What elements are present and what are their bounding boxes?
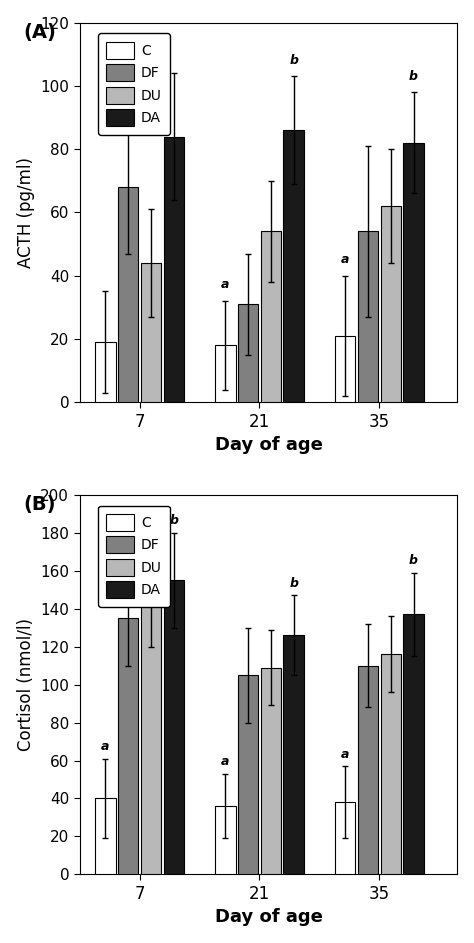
Text: a: a [341, 253, 349, 266]
Bar [358, 666, 378, 874]
Bar [164, 137, 184, 402]
Bar [118, 619, 138, 874]
Legend: C, DF, DU, DA: C, DF, DU, DA [98, 505, 170, 606]
Text: b: b [289, 54, 298, 67]
Bar [403, 142, 424, 402]
Y-axis label: Cortisol (nmol/l): Cortisol (nmol/l) [17, 618, 35, 752]
Bar [141, 263, 161, 402]
Text: b: b [409, 70, 418, 83]
Text: a: a [341, 748, 349, 760]
Bar [118, 187, 138, 402]
Bar [95, 799, 116, 874]
Text: (A): (A) [23, 23, 56, 41]
X-axis label: Day of age: Day of age [215, 437, 322, 455]
Bar [335, 336, 356, 402]
X-axis label: Day of age: Day of age [215, 908, 322, 926]
Text: (B): (B) [23, 495, 55, 514]
Text: b: b [146, 544, 155, 557]
Y-axis label: ACTH (pg/ml): ACTH (pg/ml) [17, 157, 35, 268]
Bar [215, 345, 236, 402]
Text: b: b [409, 554, 418, 567]
Text: b: b [169, 514, 178, 527]
Bar [283, 130, 304, 402]
Bar [358, 231, 378, 402]
Bar [238, 675, 258, 874]
Text: a: a [221, 755, 229, 769]
Bar [381, 207, 401, 402]
Text: a: a [221, 278, 229, 291]
Bar [335, 802, 356, 874]
Bar [164, 580, 184, 874]
Bar [141, 604, 161, 874]
Text: a: a [101, 740, 109, 753]
Bar [283, 636, 304, 874]
Text: b: b [124, 552, 133, 565]
Bar [215, 806, 236, 874]
Bar [261, 231, 281, 402]
Legend: C, DF, DU, DA: C, DF, DU, DA [98, 33, 170, 135]
Text: b: b [289, 577, 298, 589]
Bar [381, 654, 401, 874]
Bar [238, 305, 258, 402]
Bar [261, 668, 281, 874]
Bar [403, 615, 424, 874]
Bar [95, 342, 116, 402]
